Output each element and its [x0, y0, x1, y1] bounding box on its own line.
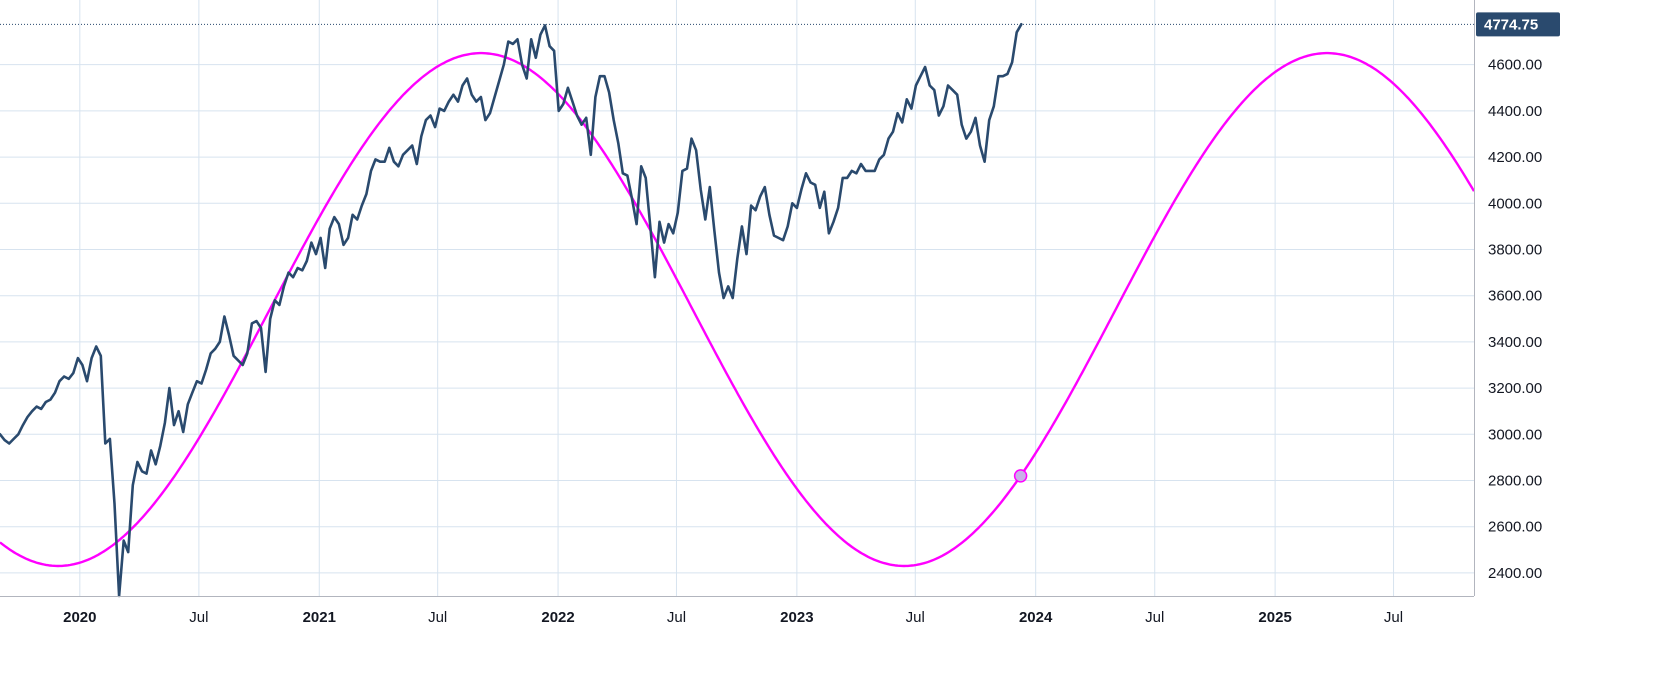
x-tick-label: Jul [428, 609, 447, 626]
y-tick-label: 2800.00 [1488, 472, 1542, 489]
last-price-badge-bg [1476, 12, 1560, 37]
y-tick-label: 2400.00 [1488, 565, 1542, 582]
x-tick-label: 2023 [780, 609, 813, 626]
x-tick-label: 2024 [1019, 609, 1053, 626]
last-price-badge: 4774.75 [1476, 12, 1560, 37]
y-tick-label: 2600.00 [1488, 519, 1542, 536]
price-series-line [0, 22, 1023, 598]
x-axis[interactable]: 2020 Jul 2021 Jul 2022 Jul 2023 Jul 2024 Jul 2025 J… [63, 609, 1403, 626]
y-tick-label: 3200.00 [1488, 380, 1542, 397]
last-price-value: 4774.75 [1484, 16, 1538, 33]
y-tick-label: 3400.00 [1488, 334, 1542, 351]
y-tick-label: 3600.00 [1488, 288, 1542, 305]
x-tick-label: Jul [1145, 609, 1164, 626]
y-tick-label: 4400.00 [1488, 103, 1542, 120]
x-tick-label: Jul [189, 609, 208, 626]
y-tick-label: 3800.00 [1488, 241, 1542, 258]
x-tick-label: 2022 [541, 609, 574, 626]
y-axis[interactable]: 2400.00 2600.00 2800.00 3000.00 3200.00 3400.… [1488, 57, 1542, 582]
x-tick-label: 2025 [1258, 609, 1291, 626]
y-tick-label: 4600.00 [1488, 57, 1542, 74]
y-tick-label: 4000.00 [1488, 195, 1542, 212]
y-tick-label: 4200.00 [1488, 149, 1542, 166]
chart-grid [0, 0, 1474, 596]
cycle-series-line [0, 51, 1476, 568]
x-tick-label: Jul [906, 609, 925, 626]
cycle-curve-layer [0, 51, 1476, 568]
cycle-current-marker[interactable] [1013, 469, 1028, 483]
x-tick-label: 2021 [303, 609, 336, 626]
y-tick-label: 3000.00 [1488, 426, 1542, 443]
x-tick-label: Jul [1384, 609, 1403, 626]
x-tick-label: Jul [667, 609, 686, 626]
x-tick-label: 2020 [63, 609, 96, 626]
price-line-layer [0, 22, 1023, 598]
axis-layer [0, 0, 1475, 597]
